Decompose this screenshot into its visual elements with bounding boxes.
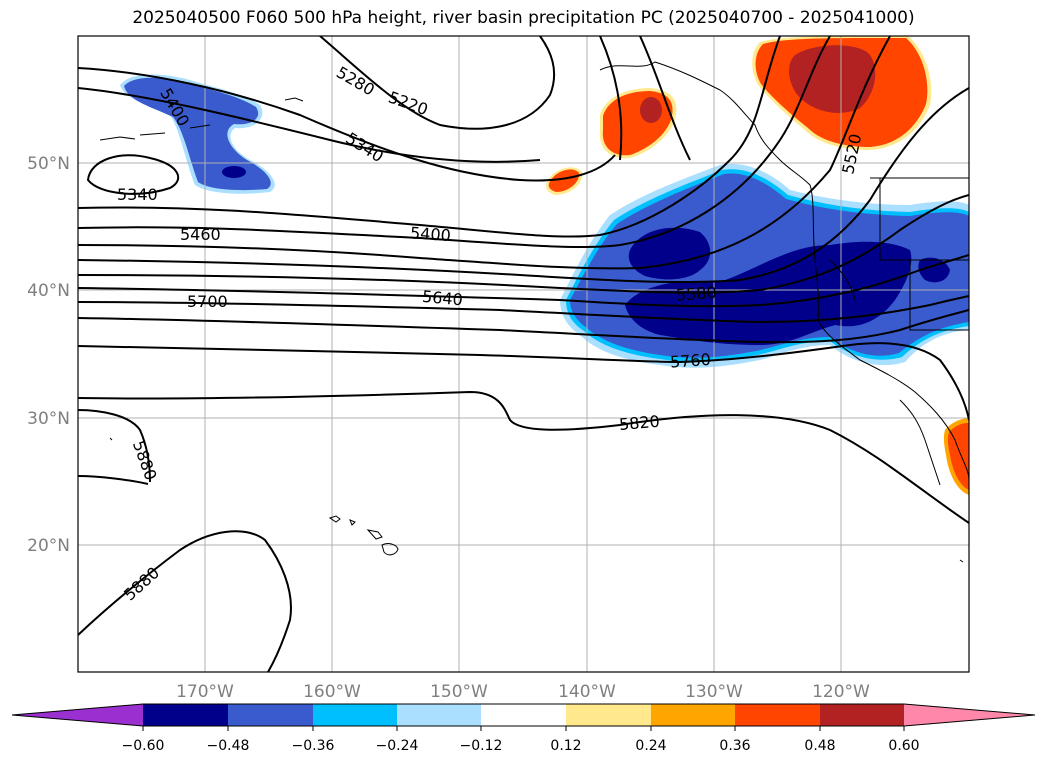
colorbar-tick-label: 0.60 <box>888 738 919 754</box>
colorbar-tick-label: 0.36 <box>719 738 750 754</box>
colorbar-tick-label: 0.24 <box>635 738 666 754</box>
lon-label: 140°W <box>558 682 616 702</box>
colorbar-segment <box>143 704 228 726</box>
lon-label: 160°W <box>303 682 361 702</box>
contour-label: 5400 <box>410 223 452 245</box>
colorbar-segment <box>820 704 904 726</box>
colorbar-segment <box>397 704 481 726</box>
graticule <box>78 36 969 672</box>
contour-label: 5460 <box>180 225 221 244</box>
contour-label: 5820 <box>618 412 660 434</box>
lon-label: 120°W <box>812 682 870 702</box>
lat-label: 20°N <box>27 536 70 556</box>
colorbar-tick-label: −0.48 <box>207 738 250 754</box>
lon-label: 130°W <box>685 682 743 702</box>
colorbar-tick-label: −0.12 <box>460 738 503 754</box>
colorbar-segment <box>313 704 397 726</box>
lon-label: 170°W <box>176 682 234 702</box>
colorbar-tick-label: −0.36 <box>292 738 335 754</box>
contour-label: 5340 <box>117 185 158 204</box>
longitude-labels: 170°W 160°W 150°W 140°W 130°W 120°W <box>176 682 870 702</box>
colorbar-tick-label: 0.48 <box>804 738 835 754</box>
colorbar-segment <box>651 704 735 726</box>
coastlines <box>99 61 969 563</box>
map-title: 2025040500 F060 500 hPa height, river ba… <box>132 8 915 28</box>
colorbar-extend-low <box>12 704 143 726</box>
colorbar-segment <box>735 704 820 726</box>
precip-positive-shading <box>546 36 969 495</box>
map-frame <box>77 35 970 673</box>
colorbar-extend-high <box>904 704 1035 726</box>
height-contours <box>78 36 969 672</box>
colorbar-tick-label: −0.60 <box>122 738 165 754</box>
colorbar-segment <box>228 704 313 726</box>
latitude-labels: 50°N 40°N 30°N 20°N <box>27 154 70 556</box>
colorbar-tick-label: −0.24 <box>376 738 419 754</box>
lat-label: 50°N <box>27 154 70 174</box>
contour-label: 5640 <box>421 287 463 309</box>
colorbar-tick-label: 0.12 <box>550 738 581 754</box>
lat-label: 40°N <box>27 281 70 301</box>
lon-label: 150°W <box>430 682 488 702</box>
colorbar-segment <box>481 704 566 726</box>
colorbar: −0.60 −0.48 −0.36 −0.24 −0.12 0.12 0.24 … <box>11 703 1036 754</box>
lat-label: 30°N <box>27 409 70 429</box>
colorbar-segment <box>566 704 651 726</box>
map-area: 5400 5280 5220 5340 5340 5460 5400 5700 … <box>78 36 969 672</box>
contour-label: 5760 <box>669 350 711 372</box>
contour-label: 5700 <box>187 292 228 311</box>
contour-label: 5580 <box>675 283 717 305</box>
